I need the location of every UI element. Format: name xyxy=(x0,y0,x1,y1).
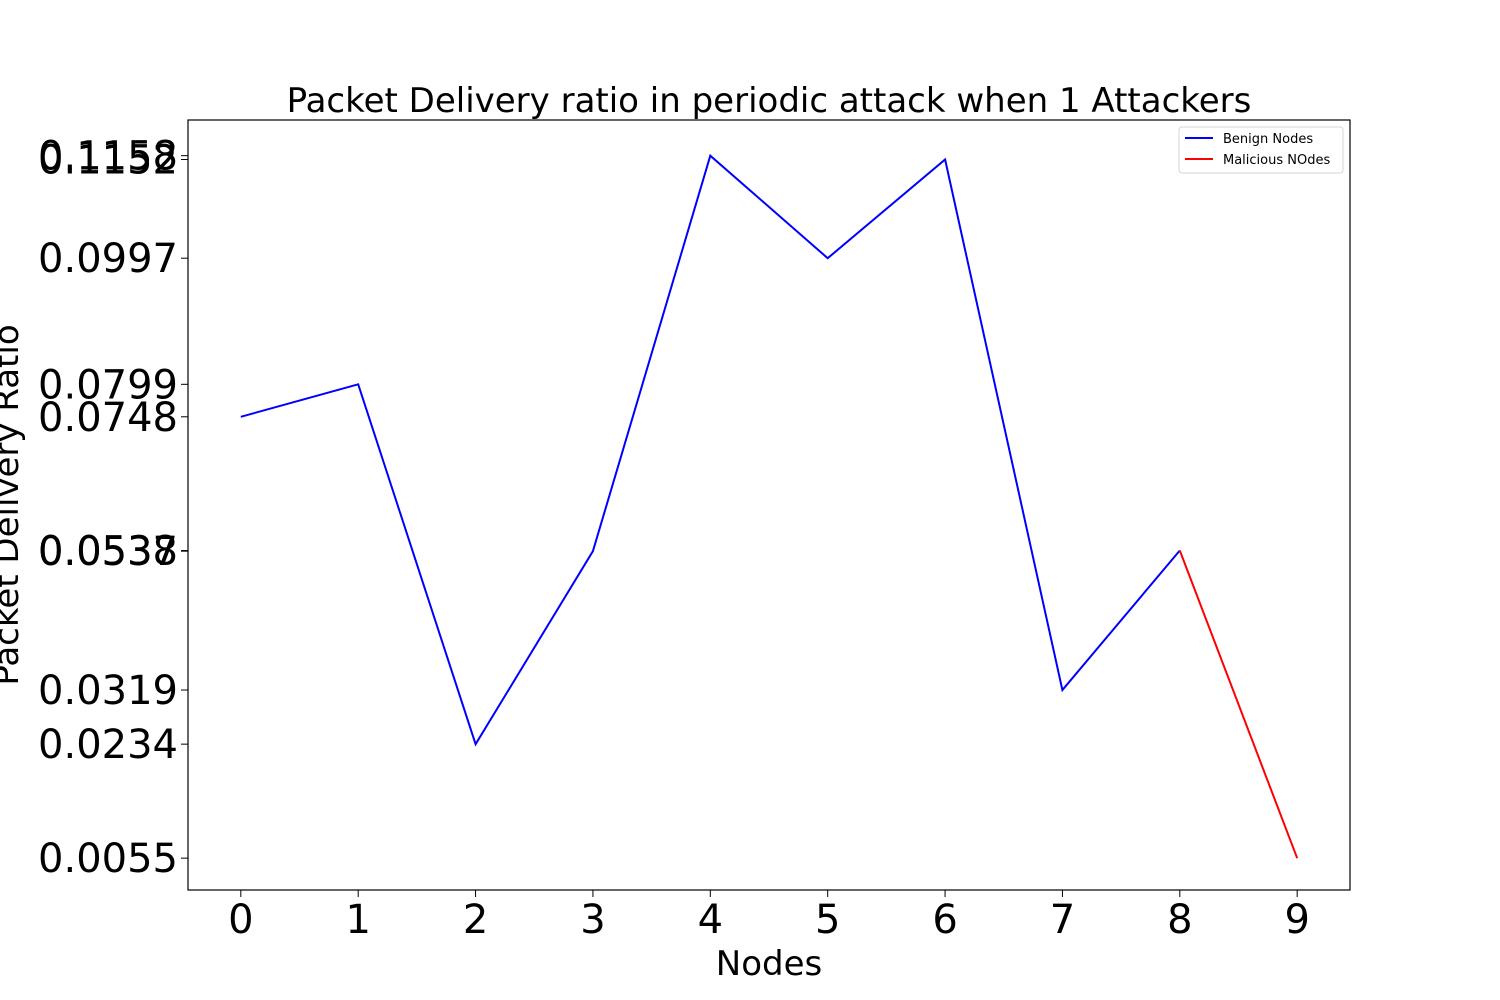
legend: Benign Nodes Malicious NOdes xyxy=(1178,126,1344,174)
legend-box xyxy=(1178,126,1344,174)
series-line-benign-nodes xyxy=(240,153,1181,747)
y-axis-label: Packet Delivery Ratio xyxy=(0,324,27,685)
x-tick-label: 8 xyxy=(1167,897,1192,943)
y-tick-label: 0.1152 xyxy=(38,137,178,183)
y-tick-label: 0.0997 xyxy=(38,236,178,282)
y-tick-label: 0.0538 xyxy=(38,529,178,575)
x-tick-label: 5 xyxy=(815,897,840,943)
chart-title: Packet Delivery ratio in periodic attack… xyxy=(287,81,1252,121)
x-axis-label: Nodes xyxy=(716,944,822,984)
x-tick-label: 1 xyxy=(345,897,370,943)
y-tick-label: 0.0234 xyxy=(38,722,178,768)
x-tick-label: 7 xyxy=(1050,897,1075,943)
y-tick-label: 0.0319 xyxy=(38,668,178,714)
y-tick-label: 0.0055 xyxy=(38,836,178,882)
y-tick-label: 0.0748 xyxy=(38,395,178,441)
series-line-malicious-nodes xyxy=(1178,550,1299,859)
plot-area xyxy=(187,119,1351,891)
x-tick-label: 0 xyxy=(228,897,253,943)
legend-label: Malicious NOdes xyxy=(1223,153,1330,168)
x-tick-label: 9 xyxy=(1284,897,1309,943)
x-tick-label: 2 xyxy=(463,897,488,943)
legend-label: Benign Nodes xyxy=(1223,132,1313,147)
series-layer xyxy=(240,153,1299,859)
x-tick-label: 3 xyxy=(580,897,605,943)
x-tick-label: 6 xyxy=(932,897,957,943)
y-tick-label: 0.1158 xyxy=(38,134,178,180)
x-tick-label: 4 xyxy=(698,897,723,943)
x-axis: 0 1 2 3 4 5 6 7 8 9 xyxy=(228,890,1310,943)
y-tick-label: 0.0537 xyxy=(38,529,178,575)
y-tick-label: 0.0799 xyxy=(38,362,178,408)
